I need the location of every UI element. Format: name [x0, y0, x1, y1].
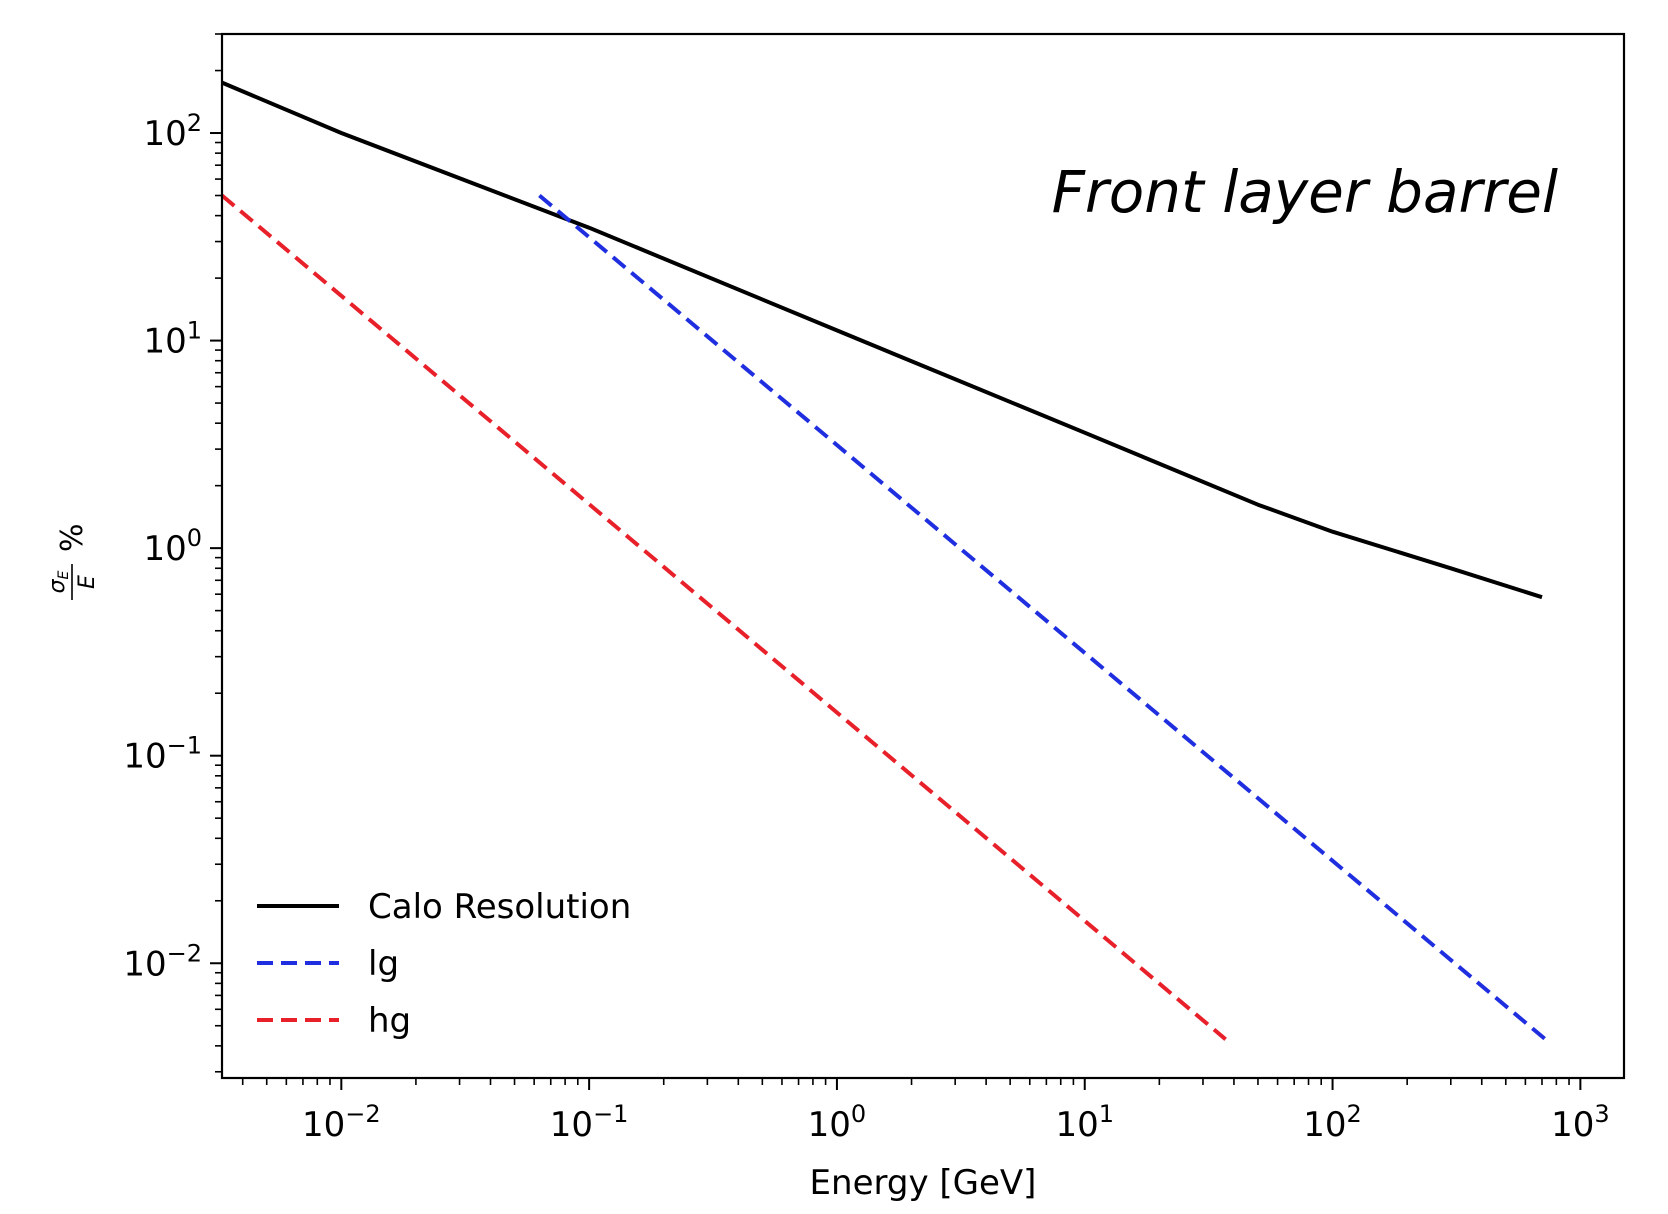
legend-label-calo-resolution: Calo Resolution [368, 887, 631, 927]
series-line-hg [220, 193, 1227, 1041]
x-tick-label: 10−1 [550, 1100, 629, 1145]
tick-labels: 10−2 10−1 100 101 102 103 10−2 10−1 100 101 102 [123, 109, 1609, 1145]
y-tick-label: 100 [143, 524, 202, 569]
annotation-front-layer-barrel: Front layer barrel [1052, 158, 1558, 226]
x-axis-label: Energy [GeV] [810, 1163, 1037, 1203]
plot-frame [220, 32, 1626, 1080]
x-tick-label: 100 [808, 1100, 867, 1145]
x-tick-label: 10−2 [302, 1100, 381, 1145]
legend-label-hg: hg [368, 1001, 411, 1041]
legend: Calo Resolution lg hg [257, 887, 631, 1041]
x-tick-label: 103 [1551, 1100, 1610, 1145]
y-axis-label-unit: % [55, 523, 90, 552]
series-line-calo-resolution [221, 80, 1543, 600]
major-ticks [210, 132, 1582, 1090]
series-layer [220, 80, 1550, 1044]
y-tick-label: 102 [143, 109, 202, 154]
legend-label-lg: lg [368, 944, 399, 984]
y-tick-label: 10−1 [123, 732, 202, 777]
y-tick-label: 10−2 [123, 939, 202, 984]
x-tick-label: 102 [1303, 1100, 1362, 1145]
minor-ticks [215, 33, 1570, 1085]
y-axis-label-denominator: E [75, 575, 100, 589]
y-tick-label: 101 [143, 317, 202, 362]
series-line-lg [538, 193, 1550, 1044]
x-tick-label: 101 [1055, 1100, 1114, 1145]
